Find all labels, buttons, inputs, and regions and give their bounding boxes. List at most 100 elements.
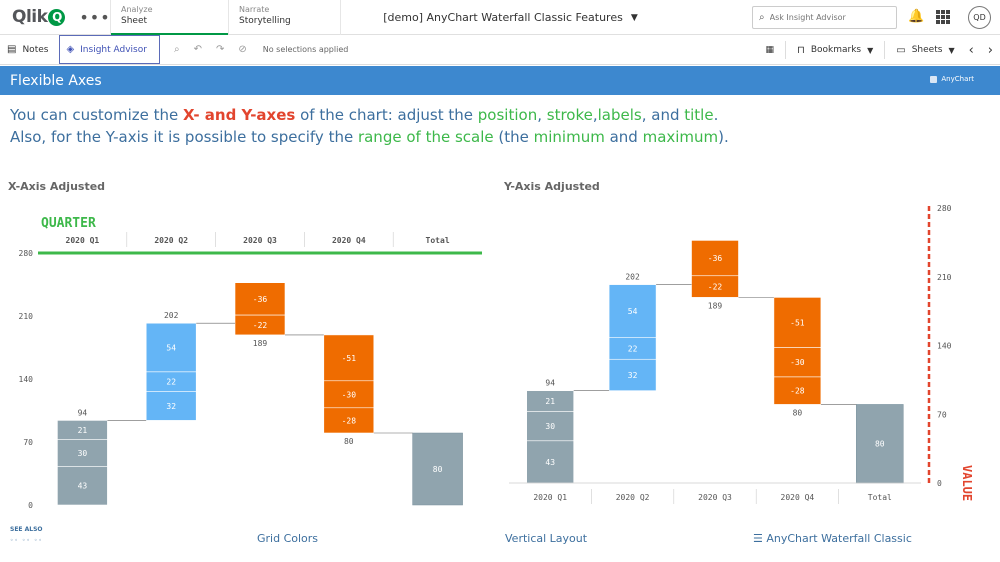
bookmarks-label: Bookmarks bbox=[810, 45, 862, 55]
chevron-down-icon: ▼ bbox=[948, 45, 955, 55]
sheets-label: Sheets bbox=[911, 45, 943, 55]
tab-narrate-storytelling[interactable]: Narrate Storytelling bbox=[228, 0, 346, 34]
top-navigation-bar: Qlik Q ••• Analyze Sheet Narrate Storytel… bbox=[0, 0, 1000, 35]
app-title: [demo] AnyChart Waterfall Classic Featur… bbox=[383, 11, 623, 24]
start-bar-segment bbox=[526, 411, 575, 442]
see-also-label: SEE ALSO bbox=[10, 526, 43, 533]
decrease-bar-segment bbox=[234, 282, 286, 316]
x-tick-label: 2020 Q4 bbox=[781, 493, 815, 502]
y-tick-label: 140 bbox=[937, 342, 952, 351]
selection-tools: ⌕ ↶ ↷ ⊘ bbox=[174, 44, 247, 55]
search-input[interactable] bbox=[769, 13, 885, 22]
increase-bar-segment bbox=[145, 391, 197, 421]
sheet-header: Flexible Axes AnyChart bbox=[0, 66, 1000, 95]
data-label: 80 bbox=[433, 465, 443, 474]
decrease-bar-segment bbox=[323, 380, 375, 409]
step-back-icon[interactable]: ↶ bbox=[193, 44, 202, 55]
y-tick-label: 0 bbox=[937, 479, 942, 488]
increase-bar-segment bbox=[145, 322, 197, 373]
data-label: -22 bbox=[253, 321, 268, 330]
clear-selections-icon[interactable]: ⊘ bbox=[238, 44, 247, 55]
bell-icon[interactable]: 🔔 bbox=[908, 9, 925, 24]
sheets-button[interactable]: ▭ Sheets ▼ bbox=[889, 35, 961, 65]
x-axis-title: QUARTER bbox=[41, 216, 96, 231]
cumulative-label: 94 bbox=[545, 379, 555, 388]
data-label: 43 bbox=[545, 458, 555, 467]
data-label: -28 bbox=[342, 416, 357, 425]
decrease-bar-segment bbox=[691, 240, 739, 277]
step-forward-icon[interactable]: ↷ bbox=[215, 44, 225, 55]
sheet-grid-icon[interactable]: ▦ bbox=[765, 45, 774, 55]
cumulative-label: 202 bbox=[625, 273, 640, 282]
anychart-logo-icon bbox=[930, 75, 938, 83]
chart-2-title: Y-Axis Adjusted bbox=[504, 180, 600, 193]
decrease-bar-segment bbox=[234, 314, 286, 336]
x-tick-label: 2020 Q4 bbox=[332, 236, 366, 245]
chevron-down-icon: ▼ bbox=[867, 45, 874, 55]
tab-analyze-sheet[interactable]: Analyze Sheet bbox=[110, 0, 228, 35]
data-label: -28 bbox=[790, 387, 805, 396]
data-label: 21 bbox=[545, 397, 555, 406]
data-label: 80 bbox=[875, 440, 885, 449]
decrease-bar-segment bbox=[773, 347, 822, 378]
y-tick-label: 0 bbox=[28, 501, 33, 510]
next-sheet-icon[interactable]: › bbox=[987, 42, 993, 58]
more-menu-icon[interactable]: ••• bbox=[79, 7, 111, 27]
smart-search-icon[interactable]: ⌕ bbox=[173, 44, 180, 55]
tab-main-label: Storytelling bbox=[239, 16, 291, 26]
intro-line-1: You can customize the X- and Y-axes of t… bbox=[10, 106, 719, 124]
cumulative-label: 80 bbox=[344, 437, 354, 446]
anychart-brand[interactable]: AnyChart bbox=[930, 75, 974, 83]
qlik-logo[interactable]: Qlik Q bbox=[0, 0, 80, 34]
intro-line-2: Also, for the Y-axis it is possible to s… bbox=[10, 128, 729, 146]
app-title-dropdown[interactable]: [demo] AnyChart Waterfall Classic Featur… bbox=[340, 0, 680, 35]
start-bar-segment bbox=[526, 390, 575, 412]
tab-main-label: Sheet bbox=[121, 16, 148, 26]
cumulative-label: 189 bbox=[253, 339, 268, 348]
link-grid-colors[interactable]: Grid Colors bbox=[257, 532, 319, 545]
see-also-dots[interactable]: ◦◦ ◦◦ ◦◦ bbox=[10, 537, 44, 544]
x-tick-label: Total bbox=[868, 493, 892, 502]
x-tick-label: 2020 Q1 bbox=[66, 236, 100, 245]
toolbar-right-group: ▦ ⊓ Bookmarks ▼ ▭ Sheets ▼ ‹ › bbox=[758, 35, 1000, 65]
data-label: 22 bbox=[166, 378, 176, 387]
data-label: 30 bbox=[78, 449, 88, 458]
previous-sheet-icon[interactable]: ‹ bbox=[968, 42, 974, 58]
data-label: -36 bbox=[253, 295, 268, 304]
y-tick-label: 280 bbox=[19, 249, 34, 258]
y-tick-label: 210 bbox=[937, 273, 952, 282]
insight-advisor-button[interactable]: ◈ Insight Advisor bbox=[59, 35, 160, 64]
notes-icon: ▤ bbox=[7, 44, 17, 55]
insight-search-box[interactable]: ⌕ bbox=[752, 6, 897, 29]
chevron-down-icon: ▼ bbox=[630, 12, 638, 23]
apps-grid-icon[interactable] bbox=[936, 10, 950, 24]
x-tick-label: 2020 Q3 bbox=[698, 493, 732, 502]
data-label: -30 bbox=[790, 358, 805, 367]
bookmarks-button[interactable]: ⊓ Bookmarks ▼ bbox=[790, 35, 880, 65]
x-tick-label: 2020 Q2 bbox=[154, 236, 188, 245]
total-bar bbox=[856, 404, 904, 484]
start-bar-segment bbox=[57, 420, 108, 440]
cumulative-label: 94 bbox=[78, 408, 88, 417]
chart-y-axis-adjusted: 0701402102804330219432225420245-36-22189… bbox=[509, 204, 974, 504]
cumulative-label: 189 bbox=[708, 301, 723, 310]
cumulative-label: 202 bbox=[164, 311, 179, 320]
start-bar-segment bbox=[57, 465, 108, 506]
avatar[interactable]: QD bbox=[968, 6, 991, 29]
sheet-toolbar: ▤ Notes ◈ Insight Advisor ⌕ ↶ ↷ ⊘ No sel… bbox=[0, 35, 1000, 65]
link-vertical-layout[interactable]: Vertical Layout bbox=[505, 532, 588, 545]
x-tick-label: Total bbox=[426, 236, 450, 245]
data-label: 54 bbox=[166, 344, 176, 353]
data-label: -22 bbox=[708, 283, 723, 292]
tab-sub-label: Analyze bbox=[121, 5, 153, 14]
y-axis-title: VALUE bbox=[960, 465, 974, 501]
increase-bar-segment bbox=[608, 358, 657, 391]
sheets-icon: ▭ bbox=[896, 44, 906, 56]
link-anychart-waterfall-classic[interactable]: ☰ AnyChart Waterfall Classic bbox=[753, 532, 912, 545]
notes-button[interactable]: ▤ Notes bbox=[0, 35, 55, 65]
data-label: -36 bbox=[708, 254, 723, 263]
data-label: -51 bbox=[790, 318, 805, 327]
decrease-bar-segment bbox=[323, 407, 375, 434]
data-label: -30 bbox=[342, 390, 357, 399]
logo-text: Qlik bbox=[12, 7, 48, 27]
